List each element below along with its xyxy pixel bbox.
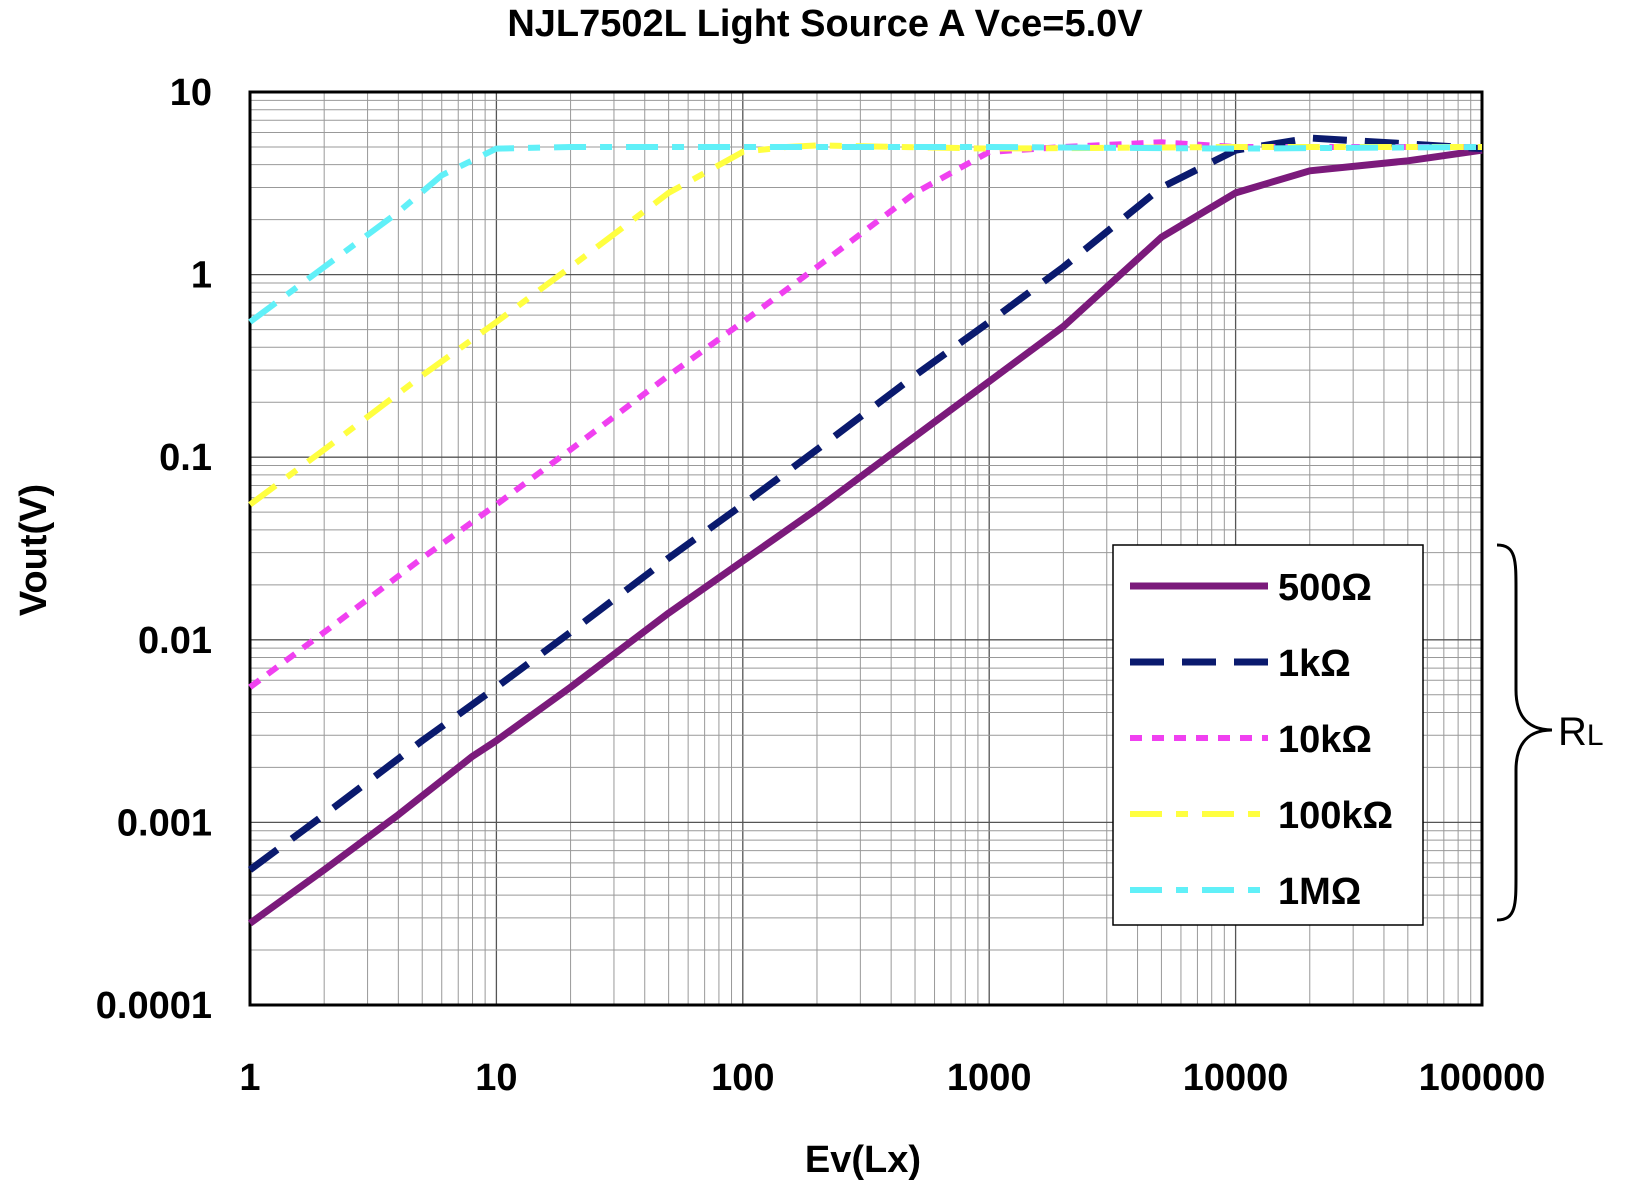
- legend-label: 1kΩ: [1278, 643, 1351, 685]
- rl-main: R: [1558, 710, 1587, 754]
- y-tick-label: 0.1: [159, 437, 212, 479]
- y-tick-label: 0.0001: [96, 985, 212, 1027]
- x-tick-label: 10: [475, 1057, 517, 1099]
- chart-title: NJL7502L Light Source A Vce=5.0V: [507, 3, 1143, 45]
- legend-brace: [1496, 543, 1553, 922]
- y-tick-label: 0.001: [117, 802, 212, 844]
- series-lines: [247, 134, 1483, 927]
- legend-label: 10kΩ: [1278, 719, 1372, 761]
- plot-frame: [248, 90, 1484, 1007]
- y-tick-label: 10: [170, 72, 212, 114]
- legend-label: 500Ω: [1278, 567, 1372, 609]
- series-line: [248, 142, 1482, 508]
- series-line: [247, 146, 1483, 927]
- rl-label: RL: [1558, 710, 1604, 754]
- series-line: [248, 139, 1482, 690]
- x-tick-label: 10000: [1183, 1057, 1289, 1099]
- x-tick-label: 100000: [1419, 1057, 1546, 1099]
- legend-label: 1MΩ: [1278, 871, 1361, 913]
- y-axis-label: Vout(V): [13, 484, 55, 616]
- legend-label: 100kΩ: [1278, 795, 1393, 837]
- x-tick-labels: 1 10 100 1000 10000 100000: [239, 1057, 1545, 1099]
- rl-sub: L: [1587, 719, 1604, 752]
- series-line: [248, 144, 1483, 325]
- x-axis-label: Ev(Lx): [805, 1139, 921, 1181]
- y-tick-label: 0.01: [138, 620, 212, 662]
- legend: 500Ω 1kΩ 10kΩ 100kΩ 1MΩ: [1112, 544, 1424, 926]
- x-tick-label: 1000: [947, 1057, 1032, 1099]
- y-tick-labels: 10 1 0.1 0.01 0.001 0.0001: [96, 72, 212, 1027]
- x-tick-label: 100: [711, 1057, 774, 1099]
- y-tick-label: 1: [191, 255, 212, 297]
- x-tick-label: 1: [239, 1057, 260, 1099]
